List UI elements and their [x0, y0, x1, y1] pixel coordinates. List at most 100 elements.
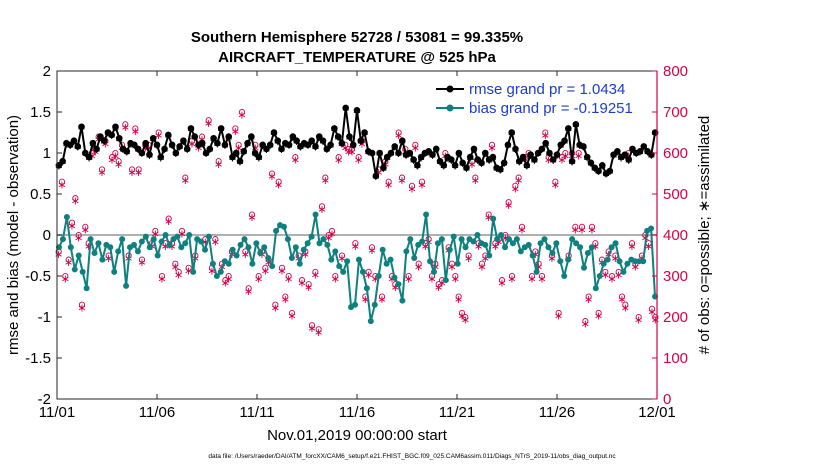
rmse-point-star: ∗: [337, 137, 346, 150]
rmse-point: [565, 125, 572, 132]
rmse-point-star: ∗: [435, 155, 444, 168]
bias-point: [292, 244, 299, 251]
bias-point: [371, 301, 378, 308]
obs-assimilated-point: ∗: [64, 256, 73, 269]
obs-possible-point: [455, 293, 462, 300]
rmse-point-star: ∗: [107, 129, 116, 142]
y-tick-label-right: 200: [663, 309, 688, 326]
obs-possible-point: [562, 149, 569, 157]
obs-possible-point: [478, 260, 486, 267]
rmse-point-star: ∗: [643, 146, 652, 159]
obs-assimilated-point: ∗: [237, 109, 246, 122]
rmse-point: [217, 125, 225, 132]
rmse-point: [327, 141, 334, 149]
rmse-point-star: ∗: [545, 147, 554, 160]
bias-point: [134, 248, 141, 255]
rmse-point: [349, 141, 357, 149]
obs-assimilated-point: ∗: [594, 309, 603, 322]
obs-possible-point: [238, 108, 246, 116]
rmse-point-star: ∗: [624, 154, 633, 167]
bias-point: [304, 240, 311, 247]
obs-possible-point: [435, 281, 442, 288]
obs-possible-point: [292, 154, 299, 161]
rmse-point-star: ∗: [620, 149, 629, 162]
rmse-point-star: ∗: [266, 139, 275, 152]
rmse-point: [387, 149, 395, 157]
x-tick-label: 11/26: [539, 404, 575, 421]
rmse-point: [153, 141, 161, 149]
obs-possible-point: [132, 125, 139, 132]
rmse-point-star: ∗: [84, 151, 93, 164]
obs-assimilated-point: ∗: [544, 154, 553, 167]
rmse-point: [112, 123, 119, 131]
rmse-point: [572, 121, 580, 128]
rmse-point-star: ∗: [167, 139, 176, 152]
rmse-point-star: ∗: [96, 131, 105, 144]
obs-assimilated-point: ∗: [91, 145, 100, 158]
rmse-point: [395, 149, 402, 157]
obs-assimilated-point: ∗: [164, 215, 173, 228]
rmse-point: [466, 153, 474, 161]
rmse-point-star: ∗: [500, 157, 509, 170]
obs-assimilated-point: ∗: [624, 150, 633, 163]
bias-point: [359, 268, 366, 275]
obs-assimilated-point: ∗: [561, 150, 570, 163]
rmse-point-star: ∗: [92, 143, 101, 156]
rmse-point: [504, 141, 512, 149]
rmse-point: [553, 151, 561, 158]
rmse-point-star: ∗: [556, 139, 565, 152]
rmse-point: [357, 137, 365, 144]
bias-point: [288, 254, 295, 261]
bias-point: [162, 232, 169, 238]
rmse-point-star: ∗: [613, 146, 622, 159]
rmse-point-star: ∗: [201, 147, 210, 160]
rmse-point-star: ∗: [439, 160, 448, 173]
rmse-point-star: ∗: [277, 143, 286, 156]
obs-possible-point: [282, 293, 289, 300]
obs-assimilated-point: ∗: [214, 158, 223, 171]
obs-assimilated-point: ∗: [297, 277, 306, 290]
rmse-point: [266, 141, 274, 149]
bias-point: [596, 273, 603, 279]
obs-assimilated-point: ∗: [144, 141, 153, 154]
rmse-point-star: ∗: [156, 151, 165, 164]
rmse-point-star: ∗: [466, 151, 475, 164]
bias-point: [300, 246, 307, 253]
obs-possible-point: [138, 256, 146, 263]
obs-possible-point: [485, 211, 492, 218]
rmse-point-star: ∗: [571, 119, 580, 132]
obs-assimilated-point: ∗: [617, 293, 626, 306]
bias-point: [107, 244, 114, 251]
bias-point: [269, 263, 276, 270]
rmse-point: [221, 141, 229, 149]
obs-assimilated-point: ∗: [397, 174, 406, 187]
bias-point: [565, 256, 572, 263]
bias-point: [624, 260, 631, 267]
obs-possible-point: [572, 223, 579, 230]
rmse-point: [432, 145, 440, 153]
x-axis-label: Nov.01,2019 00:00:00 start: [267, 427, 448, 444]
y-tick-label-left: -2: [38, 391, 51, 408]
obs-assimilated-point: ∗: [301, 248, 310, 261]
rmse-point-star: ∗: [394, 147, 403, 160]
obs-possible-point: [408, 182, 416, 189]
obs-assimilated-point: ∗: [261, 264, 270, 277]
obs-possible-point: [272, 301, 279, 308]
obs-possible-point: [498, 277, 506, 284]
rmse-point-star: ∗: [409, 154, 418, 167]
obs-possible-point: [592, 240, 599, 247]
bias-point: [592, 285, 599, 292]
rmse-point-star: ∗: [367, 147, 376, 160]
rmse-point: [368, 149, 376, 157]
obs-possible-point: [242, 248, 249, 255]
bias-point: [296, 260, 303, 267]
rmse-point-star: ∗: [239, 146, 248, 159]
rmse-point-star: ∗: [601, 168, 610, 181]
obs-assimilated-point: ∗: [607, 273, 616, 286]
obs-possible-point: [278, 264, 286, 271]
rmse-point: [248, 133, 255, 140]
rmse-point: [497, 166, 504, 173]
rmse-point: [172, 149, 180, 157]
rmse-point-star: ∗: [145, 149, 154, 162]
rmse-point: [85, 153, 93, 161]
